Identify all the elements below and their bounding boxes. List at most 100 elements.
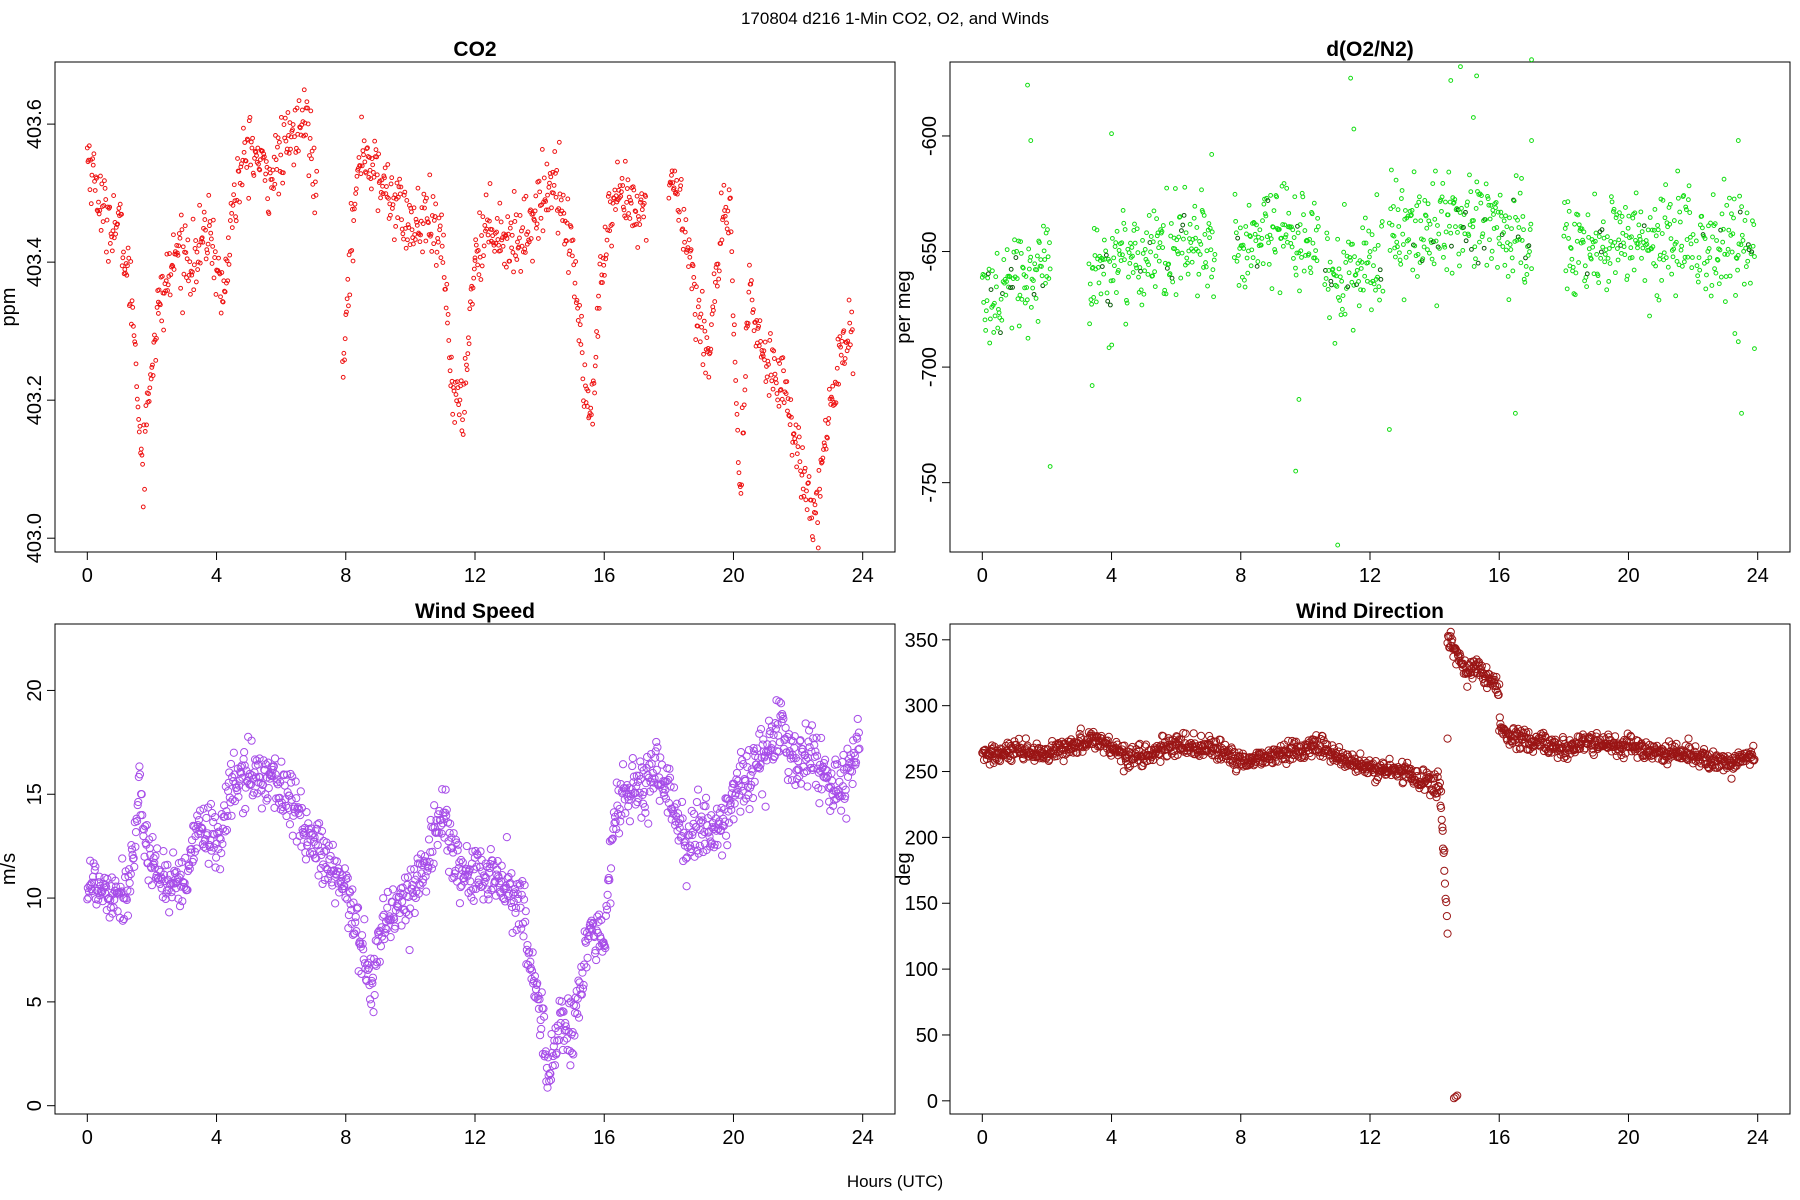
wind-speed-point	[826, 806, 835, 816]
co2-point	[571, 294, 577, 300]
o2n2-point	[1018, 239, 1023, 244]
co2-point	[520, 225, 526, 231]
co2-point	[776, 403, 782, 409]
co2-xtick-label: 20	[722, 565, 744, 587]
co2-point	[601, 262, 607, 268]
co2-point	[697, 339, 703, 345]
co2-point	[398, 184, 404, 190]
o2n2-point	[1517, 236, 1522, 242]
o2n2-point	[1103, 252, 1109, 258]
co2-point	[590, 378, 596, 384]
co2-point	[732, 359, 738, 365]
o2n2-point	[1493, 200, 1499, 205]
co2-point	[286, 150, 292, 156]
co2-point	[436, 215, 442, 221]
co2-point	[769, 378, 775, 384]
co2-point	[789, 452, 795, 458]
wind-speed-point	[795, 737, 805, 746]
wind-direction-point	[1156, 757, 1165, 767]
wind-speed-point	[369, 1008, 378, 1017]
wind-speed-xtick-label: 12	[464, 1127, 486, 1149]
co2-point	[774, 391, 780, 396]
wind-speed-point	[139, 825, 149, 834]
wind-speed-point	[176, 870, 185, 879]
o2n2-point	[1182, 184, 1188, 190]
co2-point	[691, 275, 697, 280]
o2n2-point	[1086, 261, 1092, 267]
o2n2-point	[1369, 307, 1374, 313]
o2n2-point	[1695, 279, 1701, 285]
co2-point	[343, 312, 349, 317]
co2-point	[406, 225, 412, 230]
wind-speed-point	[126, 869, 135, 879]
o2n2-point	[1501, 218, 1507, 224]
o2n2-point	[1599, 227, 1605, 233]
o2n2-point	[1498, 209, 1504, 215]
co2-point	[795, 444, 801, 450]
co2-point	[353, 186, 359, 192]
wind-speed-point	[271, 770, 280, 779]
o2n2-point	[1268, 192, 1273, 198]
co2-point	[842, 361, 847, 366]
wind-speed-point	[755, 729, 764, 738]
wind-speed-point	[812, 733, 821, 742]
co2-point	[540, 228, 546, 234]
o2n2-point	[1716, 281, 1722, 287]
wind-speed-point	[313, 841, 323, 850]
co2-point	[363, 170, 369, 176]
co2-point	[308, 108, 314, 114]
co2-point	[276, 191, 282, 197]
co2-point	[105, 258, 111, 264]
o2n2-point	[1448, 230, 1454, 236]
o2n2-point	[1432, 216, 1438, 222]
wind-speed-point	[805, 743, 814, 752]
co2-point	[733, 378, 739, 383]
co2-point	[206, 192, 212, 198]
wind-direction-point	[1433, 772, 1442, 782]
o2n2-point	[1527, 249, 1532, 254]
wind-speed-point	[398, 883, 407, 892]
o2n2-point	[1327, 259, 1333, 265]
wind-speed-point	[673, 809, 683, 818]
o2n2-point	[1430, 181, 1436, 186]
wind-speed-point	[118, 854, 127, 863]
o2n2-point	[1241, 277, 1247, 283]
o2n2-point	[1159, 229, 1165, 234]
co2-point	[153, 358, 159, 363]
o2n2-point	[1412, 243, 1418, 249]
co2-point	[808, 497, 814, 503]
co2-point	[820, 455, 826, 461]
wind-speed-point	[334, 864, 343, 873]
o2n2-point	[1358, 266, 1364, 271]
co2-point	[555, 230, 561, 236]
co2-point	[385, 162, 391, 167]
o2n2-point	[1396, 224, 1402, 229]
o2n2-point	[1196, 271, 1202, 277]
wind-speed-point	[183, 866, 193, 876]
wind-direction-points	[978, 627, 1759, 1103]
co2-point	[827, 386, 832, 392]
o2n2-point	[1181, 236, 1186, 242]
wind-direction-point	[1075, 729, 1084, 739]
co2-point	[261, 151, 267, 157]
co2-point	[142, 486, 147, 492]
o2n2-point	[1481, 245, 1487, 251]
co2-point	[429, 249, 435, 254]
wind-speed-point	[341, 893, 350, 902]
o2n2-point	[1234, 258, 1240, 264]
co2-point	[735, 460, 741, 465]
co2-point	[604, 237, 610, 243]
co2-point	[538, 215, 544, 221]
wind-speed-point	[493, 857, 502, 866]
co2-point	[432, 214, 438, 219]
co2-point	[180, 244, 186, 250]
o2n2-point	[1490, 207, 1496, 213]
co2-point	[714, 283, 720, 289]
o2n2-point	[1020, 265, 1026, 271]
co2-point	[121, 249, 126, 255]
wind-speed-point	[545, 1077, 554, 1086]
o2n2-point	[1431, 239, 1436, 245]
o2n2-point	[1197, 252, 1203, 257]
o2n2-point	[1244, 255, 1250, 261]
co2-point	[620, 204, 626, 210]
